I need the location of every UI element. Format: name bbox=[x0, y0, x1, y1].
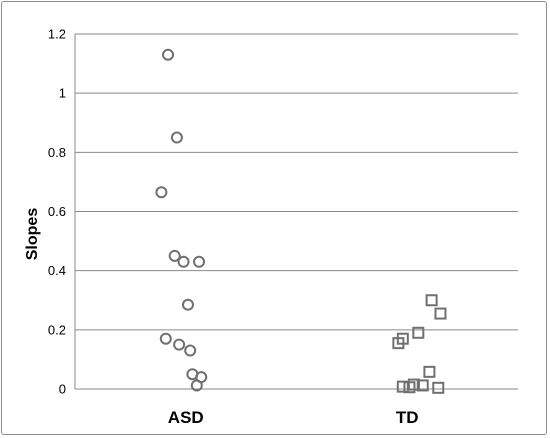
y-tick-label-0: 0 bbox=[59, 382, 66, 397]
point-td-7 bbox=[416, 379, 429, 392]
point-asd-7 bbox=[159, 332, 172, 345]
y-tick-label-2: 0.4 bbox=[48, 263, 66, 278]
point-td-5 bbox=[423, 365, 436, 378]
point-asd-2 bbox=[155, 186, 168, 199]
data-points bbox=[155, 48, 447, 394]
point-asd-9 bbox=[184, 344, 197, 357]
point-asd-6 bbox=[181, 298, 194, 311]
point-asd-4 bbox=[177, 255, 190, 268]
y-tick-label-5: 1 bbox=[59, 86, 66, 101]
point-td-9 bbox=[403, 381, 416, 394]
point-td-0 bbox=[425, 294, 438, 307]
x-axis-categories: ASD TD bbox=[168, 408, 419, 427]
point-asd-0 bbox=[162, 48, 175, 61]
x-category-label-td: TD bbox=[396, 408, 419, 427]
point-asd-3 bbox=[168, 249, 181, 262]
y-tick-label-3: 0.6 bbox=[48, 204, 66, 219]
point-asd-12 bbox=[190, 379, 203, 392]
y-axis-title: Slopes bbox=[24, 208, 41, 261]
point-asd-5 bbox=[193, 255, 206, 268]
y-axis-ticks: 0 0.2 0.4 0.6 0.8 1 1.2 bbox=[48, 27, 66, 397]
gridlines bbox=[74, 33, 518, 390]
point-td-1 bbox=[434, 307, 447, 320]
point-td-4 bbox=[392, 337, 405, 350]
y-tick-label-4: 0.8 bbox=[48, 145, 66, 160]
point-td-2 bbox=[412, 326, 425, 339]
y-tick-label-6: 1.2 bbox=[48, 27, 66, 42]
point-asd-8 bbox=[173, 338, 186, 351]
point-asd-1 bbox=[170, 131, 183, 144]
point-td-8 bbox=[396, 380, 409, 393]
point-td-10 bbox=[432, 381, 445, 394]
y-tick-label-1: 0.2 bbox=[48, 322, 66, 337]
x-category-label-asd: ASD bbox=[168, 408, 204, 427]
